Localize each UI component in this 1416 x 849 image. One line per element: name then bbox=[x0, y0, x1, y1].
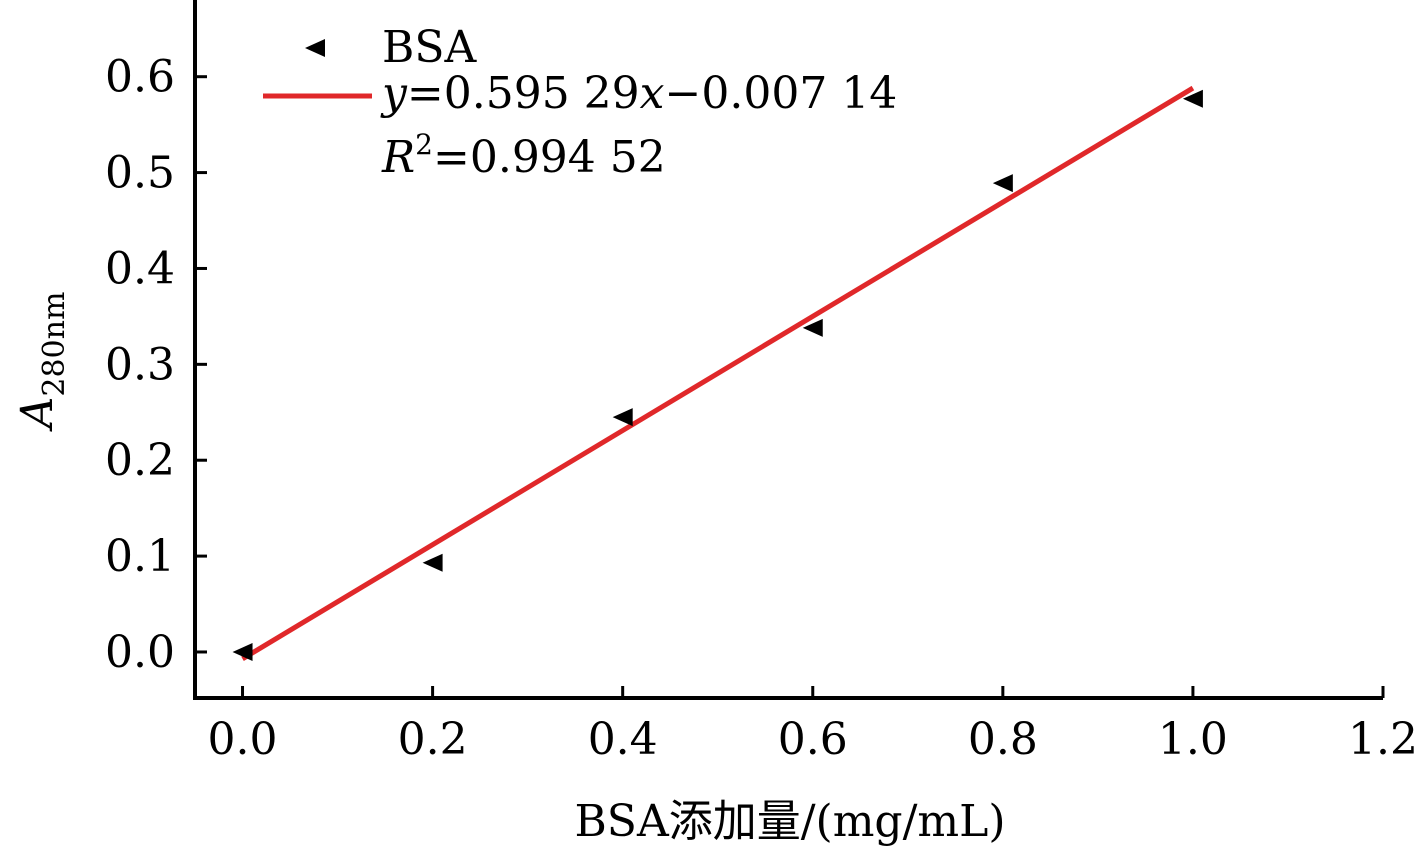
legend-marker-bsa bbox=[305, 39, 325, 57]
legend-label-bsa: BSA bbox=[382, 22, 477, 73]
equation-y-var: y bbox=[380, 68, 408, 119]
r-squared-value: =0.994 52 bbox=[433, 132, 666, 183]
data-points-layer bbox=[232, 89, 1203, 661]
y-axis-title: A280nm bbox=[12, 292, 72, 433]
data-point bbox=[612, 408, 633, 427]
x-tick-label: 0.8 bbox=[968, 714, 1038, 765]
fit-line-layer bbox=[241, 85, 1195, 661]
data-point bbox=[992, 174, 1013, 193]
y-axis-ticks: 0.0 0.1 0.2 0.3 0.4 0.5 0.6 bbox=[105, 52, 207, 678]
y-tick-label: 0.5 bbox=[105, 148, 175, 199]
x-tick-label: 1.2 bbox=[1348, 714, 1416, 765]
data-point bbox=[802, 318, 823, 337]
equation-x-var: x bbox=[640, 68, 665, 119]
x-tick-label: 0.4 bbox=[588, 714, 658, 765]
y-tick-label: 0.3 bbox=[105, 339, 175, 390]
x-tick-label: 0.0 bbox=[208, 714, 278, 765]
r-squared-var: R bbox=[381, 132, 415, 183]
equation-coefficient: =0.595 29 bbox=[407, 68, 640, 119]
legend-r-squared: R2=0.994 52 bbox=[381, 128, 666, 183]
y-tick-label: 0.2 bbox=[105, 435, 175, 486]
x-tick-label: 0.6 bbox=[778, 714, 848, 765]
y-tick-label: 0.1 bbox=[105, 531, 175, 582]
legend-fit-equation: y=0.595 29x−0.007 14 bbox=[380, 68, 897, 119]
r-squared-sup: 2 bbox=[415, 128, 433, 161]
data-point bbox=[1182, 89, 1203, 108]
x-axis-title: BSA添加量/(mg/mL) bbox=[574, 796, 1005, 847]
fit-line bbox=[241, 85, 1195, 661]
data-point bbox=[232, 642, 253, 661]
y-tick-label: 0.6 bbox=[105, 52, 175, 103]
legend: BSA y=0.595 29x−0.007 14 R2=0.994 52 bbox=[263, 22, 897, 183]
y-tick-label: 0.0 bbox=[105, 627, 175, 678]
y-axis-title-sub: 280nm bbox=[37, 292, 72, 397]
y-axis-title-main: A bbox=[12, 397, 63, 433]
x-axis-ticks: 0.0 0.2 0.4 0.6 0.8 1.0 1.2 bbox=[208, 686, 1416, 765]
equation-intercept: −0.007 14 bbox=[665, 68, 898, 119]
y-tick-label: 0.4 bbox=[105, 243, 175, 294]
x-tick-label: 1.0 bbox=[1158, 714, 1228, 765]
data-point bbox=[422, 553, 443, 572]
x-tick-label: 0.2 bbox=[398, 714, 468, 765]
axes bbox=[193, 0, 1383, 700]
